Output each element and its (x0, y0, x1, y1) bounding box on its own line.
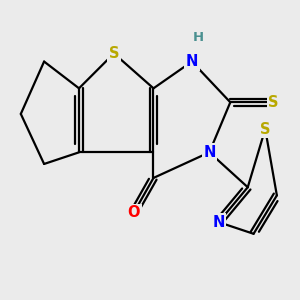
Text: N: N (186, 54, 198, 69)
Text: S: S (268, 95, 279, 110)
Text: S: S (260, 122, 271, 136)
Text: N: N (203, 145, 215, 160)
Text: N: N (212, 215, 225, 230)
Text: O: O (128, 205, 140, 220)
Text: H: H (193, 31, 204, 44)
Text: S: S (109, 46, 119, 61)
